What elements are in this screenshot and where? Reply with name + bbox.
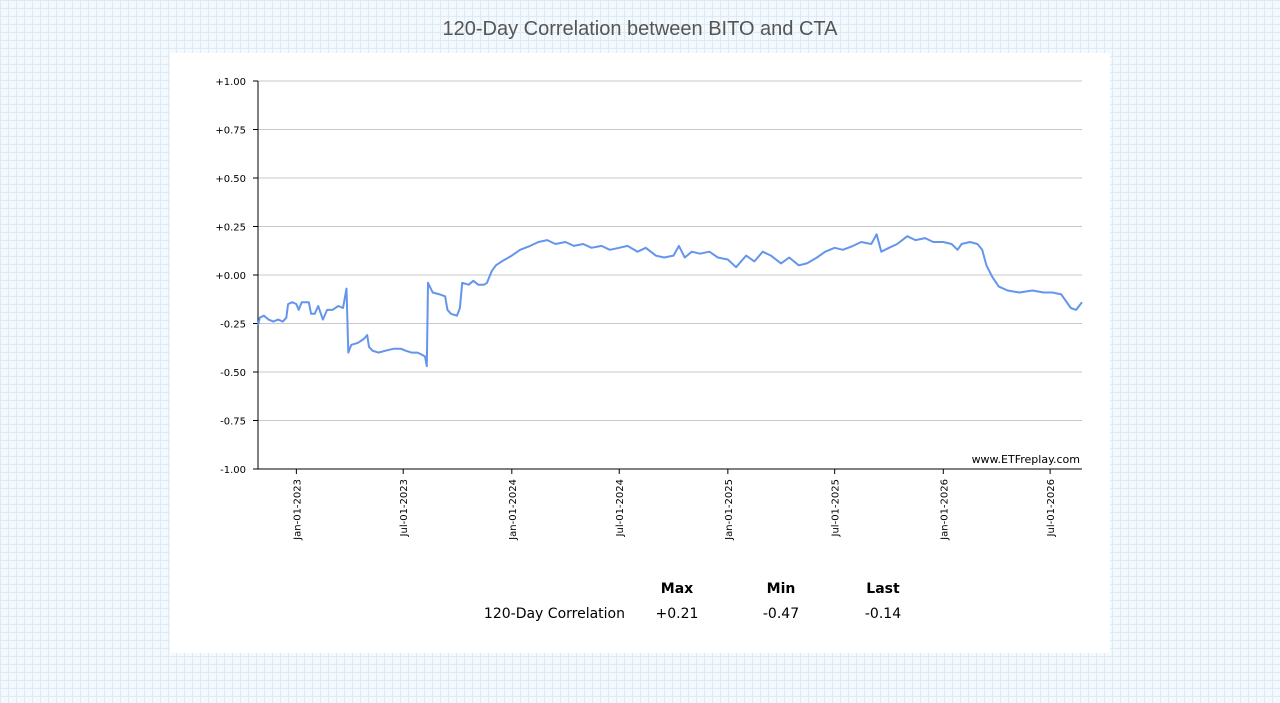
x-tick-label: Jul-01-2023 (399, 479, 410, 537)
page-title: 120-Day Correlation between BITO and CTA (442, 18, 838, 40)
stats-header-max: Max (660, 581, 694, 597)
y-tick-label: +0.50 (215, 174, 246, 185)
correlation-chart: +1.00 +0.75 +0.50 +0.25 +0.00 -0.25 -0.50 -0.75… (215, 77, 1083, 541)
y-tick-label: +0.75 (215, 126, 246, 137)
x-tick-label: Jul-01-2026 (1046, 479, 1057, 537)
watermark-text: www.ETFreplay.com (972, 453, 1080, 466)
y-tick-label: +0.25 (215, 223, 246, 234)
x-tick-label: Jan-01-2025 (724, 479, 735, 541)
y-tick-label: -0.50 (220, 368, 246, 379)
x-tick-label: Jan-01-2023 (292, 479, 303, 541)
y-tick-label: +1.00 (215, 77, 246, 88)
stats-header-last: Last (866, 581, 900, 597)
stats-row-label: 120-Day Correlation (483, 606, 625, 622)
y-tick-label: -1.00 (220, 465, 246, 476)
stats-last-value: -0.14 (864, 606, 902, 622)
stats-max-value: +0.21 (655, 606, 699, 622)
stats-min-value: -0.47 (762, 606, 800, 622)
chart-panel: +1.00 +0.75 +0.50 +0.25 +0.00 -0.25 -0.50 -0.75… (170, 53, 1110, 653)
x-tick-label: Jul-01-2025 (831, 479, 842, 537)
series-line (257, 233, 1083, 368)
y-tick-label: +0.00 (215, 271, 246, 282)
stats-header-row: Max Min Last (410, 577, 933, 601)
stats-table: Max Min Last 120-Day Correlation +0.21 -… (410, 577, 933, 627)
stats-header-min: Min (766, 581, 796, 597)
x-tick-label: Jul-01-2024 (615, 479, 626, 537)
y-tick-label: -0.75 (220, 417, 246, 428)
x-tick-label: Jan-01-2026 (939, 479, 950, 541)
stats-row: 120-Day Correlation +0.21 -0.47 -0.14 (410, 601, 933, 627)
stats-header-blank (410, 577, 625, 601)
y-tick-label: -0.25 (220, 320, 246, 331)
x-tick-label: Jan-01-2024 (508, 479, 519, 541)
